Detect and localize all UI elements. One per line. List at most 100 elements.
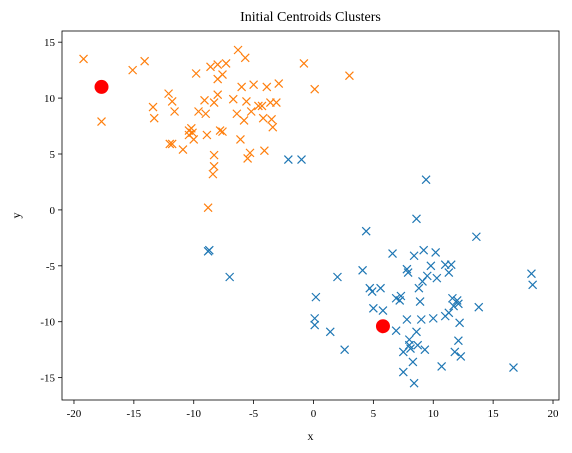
data-point — [456, 351, 466, 361]
y-tick-label: 10 — [44, 93, 56, 105]
data-point — [239, 116, 249, 125]
data-point — [194, 107, 203, 116]
data-point — [426, 261, 436, 271]
data-point — [403, 268, 413, 277]
data-point — [249, 80, 259, 90]
data-point — [262, 82, 272, 92]
data-point — [391, 326, 401, 336]
data-point — [333, 272, 342, 282]
data-point — [398, 367, 408, 377]
ticks-layer: -20 -15 -10 -5 0 5 10 15 20 -15 -10 -5 0 5 10 15 — [40, 37, 559, 420]
data-point — [340, 345, 350, 355]
data-point — [165, 139, 175, 149]
data-point — [79, 54, 88, 64]
plot-frame — [61, 30, 560, 401]
data-point — [221, 59, 231, 68]
data-point — [440, 311, 450, 321]
data-point — [402, 315, 412, 324]
data-point — [225, 272, 235, 282]
y-tick-label: -10 — [40, 317, 55, 329]
data-point — [237, 82, 247, 92]
data-point — [246, 107, 256, 116]
data-point — [311, 292, 321, 302]
data-point — [245, 148, 255, 158]
data-point — [414, 283, 424, 293]
y-tick-label: 0 — [50, 205, 56, 217]
centroid-point — [375, 319, 390, 334]
data-point — [267, 114, 277, 124]
y-axis-label: y — [9, 213, 23, 219]
data-point — [404, 335, 414, 345]
x-tick-label: -10 — [186, 408, 201, 420]
data-point — [201, 109, 211, 119]
data-point — [164, 89, 174, 99]
data-point — [149, 113, 159, 123]
data-point — [191, 69, 201, 78]
data-point — [412, 327, 421, 337]
x-tick-label: -5 — [249, 408, 259, 420]
data-point — [421, 175, 431, 185]
data-point — [368, 303, 378, 313]
data-point — [299, 59, 309, 68]
x-axis-label: x — [308, 429, 314, 443]
data-point — [471, 232, 481, 242]
data-point — [412, 214, 421, 224]
data-point — [358, 265, 368, 275]
data-point — [274, 79, 284, 88]
data-point — [297, 155, 306, 165]
data-point — [367, 287, 377, 296]
data-point — [361, 226, 371, 236]
plot-layer — [79, 45, 538, 388]
data-point — [413, 340, 423, 350]
data-point — [257, 101, 267, 111]
data-point — [432, 273, 442, 283]
centroid-point — [94, 79, 109, 94]
data-point — [509, 363, 518, 372]
data-point — [453, 299, 463, 309]
data-point — [189, 135, 199, 144]
data-point — [325, 327, 335, 337]
x-tick-label: 20 — [548, 408, 560, 420]
data-point — [406, 344, 415, 353]
data-point — [446, 260, 456, 270]
data-point — [148, 102, 158, 112]
data-point — [388, 249, 397, 258]
data-point — [527, 269, 536, 279]
data-point — [128, 65, 138, 75]
data-point — [415, 297, 425, 307]
data-point — [170, 107, 179, 116]
data-point — [233, 45, 243, 55]
data-point — [208, 169, 218, 179]
data-point — [97, 117, 106, 126]
x-tick-label: -20 — [67, 408, 82, 420]
x-tick-label: 15 — [488, 408, 500, 420]
x-tick-label: 10 — [428, 408, 440, 420]
chart-title: Initial Centroids Clusters — [240, 10, 381, 25]
data-point — [422, 271, 432, 281]
data-point — [416, 315, 426, 324]
data-point — [376, 283, 385, 293]
data-point — [218, 127, 227, 137]
data-point — [167, 97, 177, 106]
data-point — [310, 84, 320, 94]
data-point — [209, 150, 219, 160]
data-point — [218, 70, 227, 80]
data-point — [453, 336, 463, 346]
data-point — [344, 71, 354, 81]
data-point — [202, 130, 212, 140]
y-tick-label: 15 — [44, 37, 56, 49]
data-point — [268, 122, 278, 132]
data-point — [178, 145, 188, 154]
data-point — [236, 135, 245, 144]
data-point — [203, 203, 213, 213]
data-point — [474, 302, 484, 312]
data-point — [242, 97, 251, 106]
data-point — [209, 161, 219, 171]
data-point — [140, 56, 150, 66]
data-point — [283, 155, 293, 165]
y-tick-label: -5 — [46, 261, 56, 273]
data-point — [396, 291, 406, 301]
data-point — [437, 362, 447, 371]
data-point — [409, 378, 419, 388]
